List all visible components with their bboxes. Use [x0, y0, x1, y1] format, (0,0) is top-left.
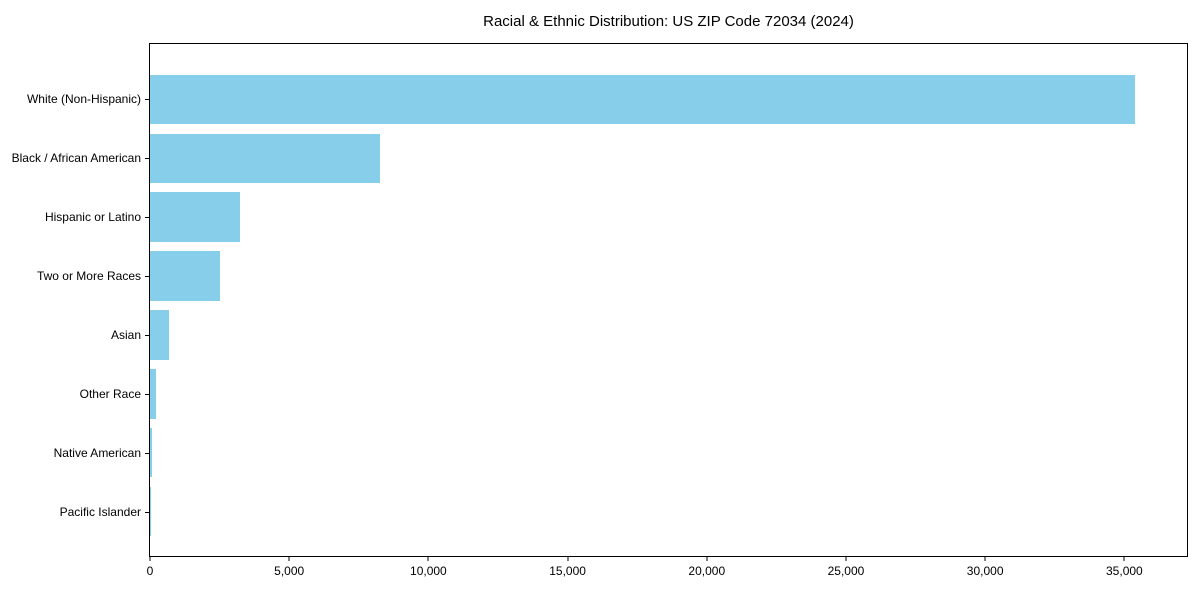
y-tick-mark [145, 511, 150, 513]
bar [150, 251, 221, 301]
y-tick-label: Hispanic or Latino [44, 210, 141, 225]
x-tick-label: 30,000 [966, 564, 1004, 578]
bar [150, 427, 152, 478]
bar-row: Hispanic or Latino [45, 188, 1187, 247]
bar-row: Native American [54, 423, 1187, 482]
bar [150, 369, 156, 419]
x-tick-label: 15,000 [549, 564, 586, 578]
bar-row: Pacific Islander [60, 482, 1187, 541]
x-tick-mark [984, 556, 986, 561]
x-tick-mark [567, 556, 569, 561]
bar-row: Black / African American [12, 129, 1187, 188]
x-tick-label: 5,000 [274, 564, 305, 578]
x-tick-label: 25,000 [827, 564, 865, 578]
y-tick-mark [145, 276, 150, 278]
x-tick-label: 20,000 [688, 564, 726, 578]
y-tick-mark [145, 99, 150, 101]
y-tick-label: Other Race [79, 386, 141, 401]
bar-row: Asian [111, 306, 1187, 365]
y-tick-label: Native American [53, 445, 141, 460]
x-tick-mark [845, 556, 847, 561]
x-tick-mark [149, 556, 151, 561]
plot-area: White (Non-Hispanic) Black / African Amer… [12, 43, 1188, 578]
y-tick-mark [145, 393, 150, 395]
y-tick-mark [145, 452, 150, 454]
x-tick-label: 10,000 [410, 564, 447, 578]
y-tick-mark [145, 158, 150, 160]
bar [150, 310, 170, 360]
x-tick-mark [288, 556, 290, 561]
y-tick-label: Black / African American [11, 151, 141, 166]
y-tick-mark [145, 334, 150, 336]
y-tick-mark [145, 217, 150, 219]
bar-row: White (Non-Hispanic) [27, 70, 1187, 129]
bar [150, 192, 240, 242]
bar-row: Two or More Races [37, 247, 1187, 306]
y-tick-label: White (Non-Hispanic) [26, 92, 141, 107]
x-tick-mark [706, 556, 708, 561]
bar [150, 133, 380, 184]
chart-title: Racial & Ethnic Distribution: US ZIP Cod… [483, 13, 854, 30]
plot-rows: White (Non-Hispanic) Black / African Amer… [12, 44, 1187, 556]
bar-row: Other Race [80, 364, 1187, 423]
y-tick-label: Two or More Races [36, 269, 141, 284]
bar [150, 74, 1136, 125]
x-tick-mark [427, 556, 429, 561]
x-tick-mark [1123, 556, 1125, 561]
x-tick-label: 35,000 [1106, 564, 1143, 578]
x-tick-label: 0 [146, 564, 154, 578]
y-tick-label: Asian [110, 327, 141, 342]
y-tick-label: Pacific Islander [59, 504, 141, 519]
